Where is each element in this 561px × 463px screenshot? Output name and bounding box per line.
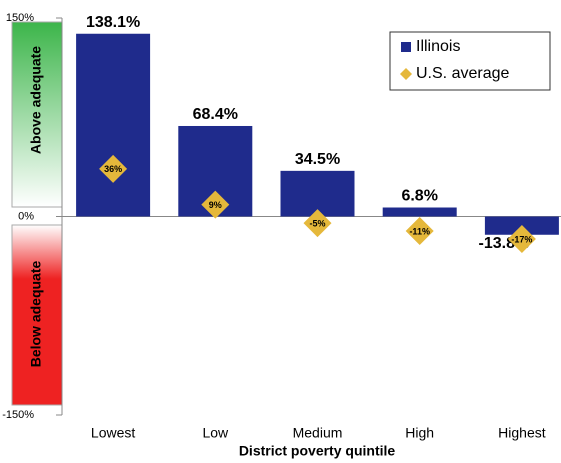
x-tick-label: High: [405, 425, 434, 441]
legend-label: Illinois: [416, 38, 460, 55]
diamond-marker: [405, 217, 434, 246]
value-label: 34.5%: [295, 151, 340, 168]
value-label: -5%: [309, 218, 325, 228]
diamond-marker: [303, 209, 332, 238]
value-label: 6.8%: [401, 188, 437, 205]
legend-label: U.S. average: [416, 65, 509, 82]
annotation: Above adequate: [28, 46, 44, 154]
value-label: 68.4%: [193, 106, 238, 123]
x-tick-label: Lowest: [91, 425, 135, 441]
diamond-marker: [201, 190, 230, 219]
value-label: 138.1%: [86, 14, 140, 31]
y-tick-label: 150%: [6, 12, 34, 24]
value-label: -17%: [511, 234, 532, 244]
adequacy-band: [11, 224, 63, 406]
annotation: Below adequate: [28, 261, 44, 368]
bar: [76, 33, 151, 217]
diamond-marker: [507, 224, 536, 253]
value-label: -11%: [409, 226, 430, 236]
bar: [382, 207, 457, 217]
legend: [389, 31, 551, 91]
adequacy-band: [11, 21, 63, 208]
legend-swatch: [400, 68, 412, 80]
x-tick-label: Medium: [293, 425, 343, 441]
value-label: 9%: [209, 200, 222, 210]
x-axis-label: District poverty quintile: [239, 443, 396, 459]
x-tick-label: Low: [202, 425, 229, 441]
y-tick-label: -150%: [2, 409, 34, 421]
bar: [280, 170, 355, 217]
legend-swatch: [401, 42, 411, 52]
x-tick-label: Highest: [498, 425, 546, 441]
value-label: 36%: [104, 164, 122, 174]
y-tick-label: 0%: [18, 210, 34, 222]
diamond-marker: [99, 154, 128, 183]
